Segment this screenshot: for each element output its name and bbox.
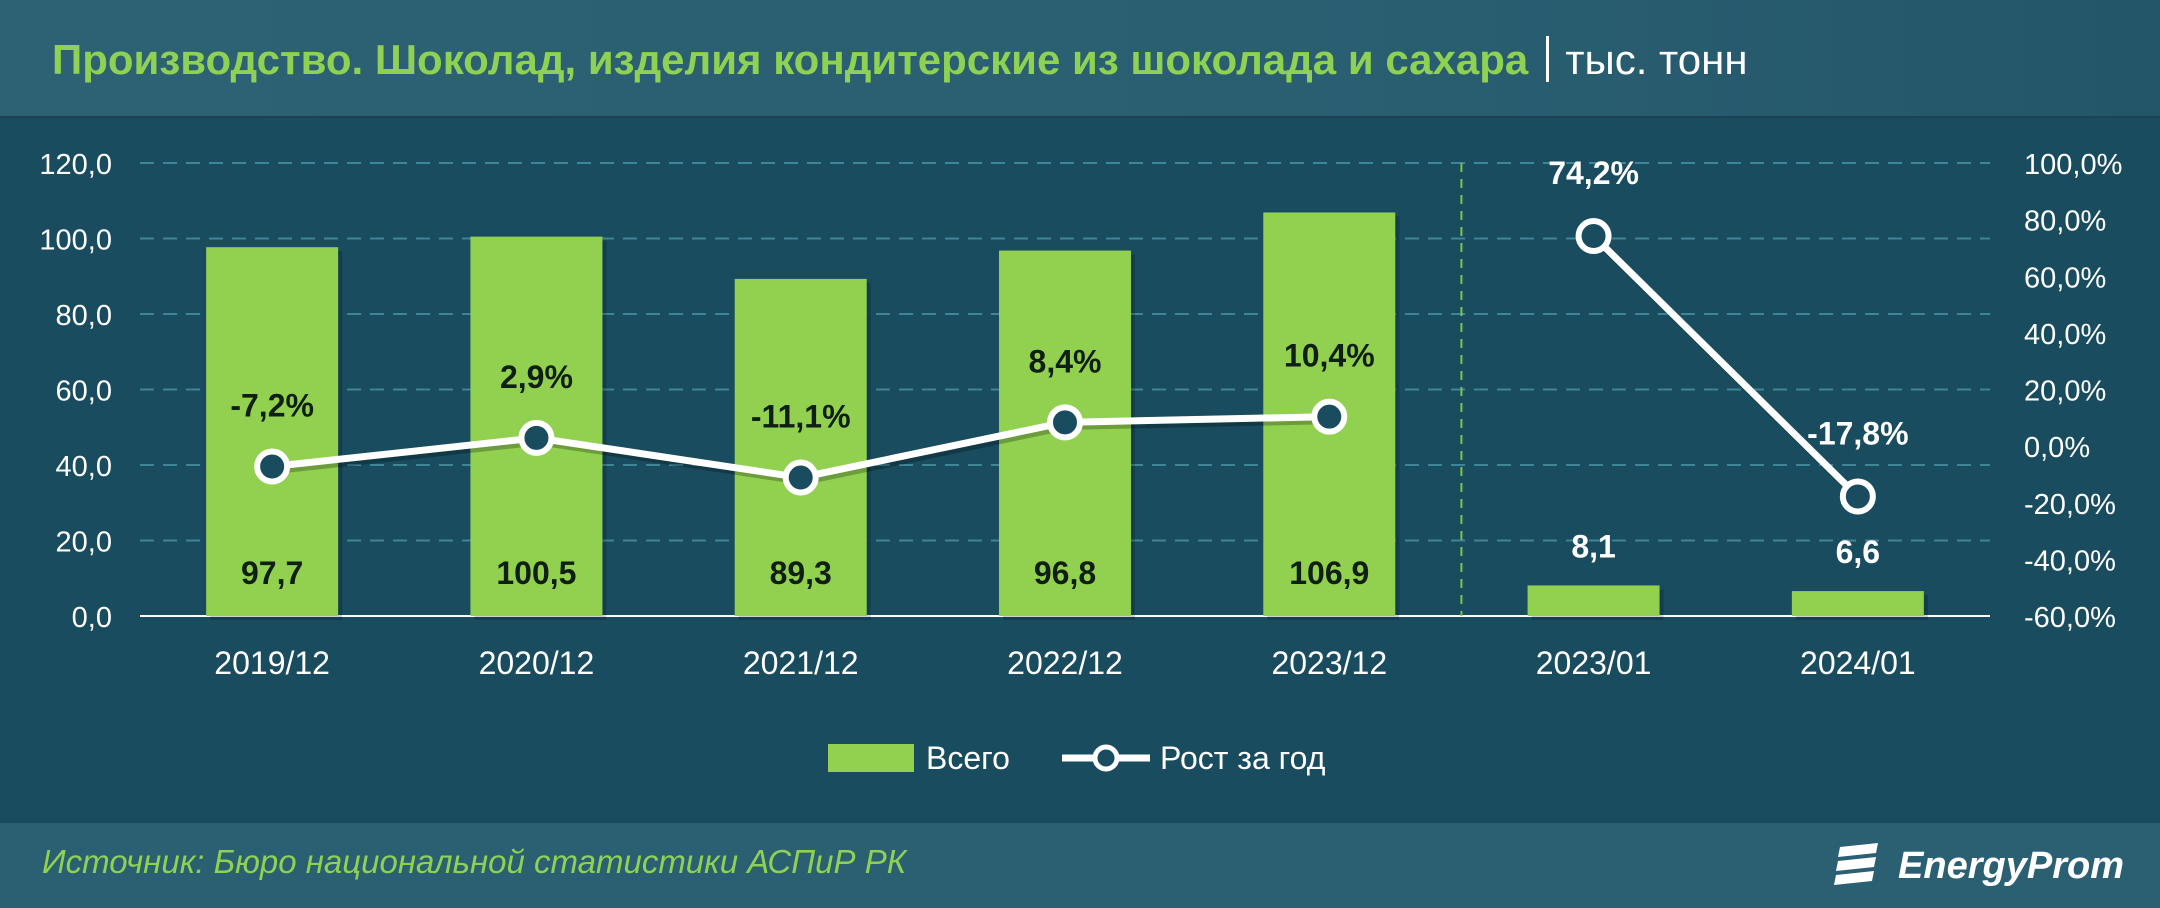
chart-area: 0,0 20,0 40,0 60,0 80,0 100,0 120,0 -60,0% -40,0… — [0, 118, 2160, 823]
growth-value-label: 10,4% — [1284, 338, 1375, 374]
y-left-tick-label: 20,0 — [56, 527, 112, 559]
growth-value-label: 2,9% — [500, 359, 573, 395]
growth-value-label: -17,8% — [1807, 416, 1908, 452]
y-right-tick-label: 60,0% — [2024, 262, 2106, 294]
y-right-tick-label: 80,0% — [2024, 206, 2106, 238]
y-left-tick-label: 100,0 — [39, 225, 112, 257]
chart-title: Производство. Шоколад, изделия кондитерс… — [52, 30, 1748, 90]
x-tick-label: 2022/12 — [1007, 645, 1123, 681]
y-right-tick-label: -60,0% — [2024, 602, 2116, 634]
x-tick-label: 2021/12 — [743, 645, 859, 681]
x-tick-label: 2023/01 — [1536, 645, 1652, 681]
y-left-tick-label: 60,0 — [56, 376, 112, 408]
logo: EnergyProm — [1832, 837, 2124, 895]
x-tick-label: 2023/12 — [1271, 645, 1387, 681]
y-right-tick-label: 40,0% — [2024, 319, 2106, 351]
bar-value-label: 8,1 — [1571, 528, 1615, 564]
growth-marker — [1311, 398, 1348, 435]
bar-value-label: 89,3 — [770, 555, 832, 591]
growth-value-label: -11,1% — [751, 399, 851, 435]
y-right-tick-label: 20,0% — [2024, 376, 2106, 408]
legend-label-bar: Всего — [926, 740, 1010, 776]
y-left-tick-label: 80,0 — [56, 300, 112, 332]
growth-value-label: 74,2% — [1548, 155, 1639, 191]
growth-value-label: -7,2% — [230, 388, 314, 424]
growth-marker — [782, 459, 819, 496]
source-text: Источник: Бюро национальной статистики А… — [42, 843, 907, 880]
energyprom-logo-icon — [1834, 843, 1879, 885]
y-left-tick-label: 0,0 — [72, 602, 112, 634]
bar-value-label: 106,9 — [1289, 555, 1369, 591]
growth-marker — [1839, 478, 1876, 515]
x-tick-label: 2019/12 — [214, 645, 330, 681]
footer: Источник: Бюро национальной статистики А… — [0, 823, 2160, 908]
growth-marker — [254, 448, 291, 485]
x-tick-label: 2020/12 — [479, 645, 595, 681]
y-right-tick-label: -20,0% — [2024, 489, 2116, 521]
bar-value-label: 96,8 — [1034, 555, 1096, 591]
y-right-tick-label: 100,0% — [2024, 149, 2122, 181]
y-right-tick-label: 0,0% — [2024, 432, 2090, 464]
header: Производство. Шоколад, изделия кондитерс… — [0, 0, 2160, 118]
legend-swatch-marker — [1092, 744, 1120, 772]
title-text: Производство. Шоколад, изделия кондитерс… — [52, 36, 1529, 83]
x-tick-label: 2024/01 — [1800, 645, 1916, 681]
y-left-tick-label: 120,0 — [39, 149, 112, 181]
bar — [1791, 591, 1924, 616]
bar-value-label: 100,5 — [496, 555, 576, 591]
bar — [1527, 585, 1660, 616]
growth-marker — [1047, 404, 1083, 441]
y-left-tick-label: 40,0 — [56, 451, 112, 483]
growth-marker — [518, 419, 555, 456]
legend-label-line: Рост за год — [1160, 740, 1326, 776]
bar — [734, 278, 867, 616]
bar — [206, 247, 339, 616]
unit-label: тыс. тонн — [1565, 36, 1748, 83]
growth-value-label: 8,4% — [1029, 343, 1102, 379]
title-separator — [1546, 36, 1550, 82]
logo-text: EnergyProm — [1898, 844, 2124, 887]
bar-value-label: 97,7 — [241, 555, 303, 591]
growth-line — [1591, 233, 1861, 500]
chart-svg: 0,0 20,0 40,0 60,0 80,0 100,0 120,0 -60,0% -40,0… — [39, 149, 2122, 776]
y-right-tick-label: -40,0% — [2024, 545, 2116, 577]
legend-swatch-bar — [828, 744, 914, 772]
growth-marker — [1575, 218, 1612, 255]
bar-value-label: 6,6 — [1836, 534, 1880, 570]
